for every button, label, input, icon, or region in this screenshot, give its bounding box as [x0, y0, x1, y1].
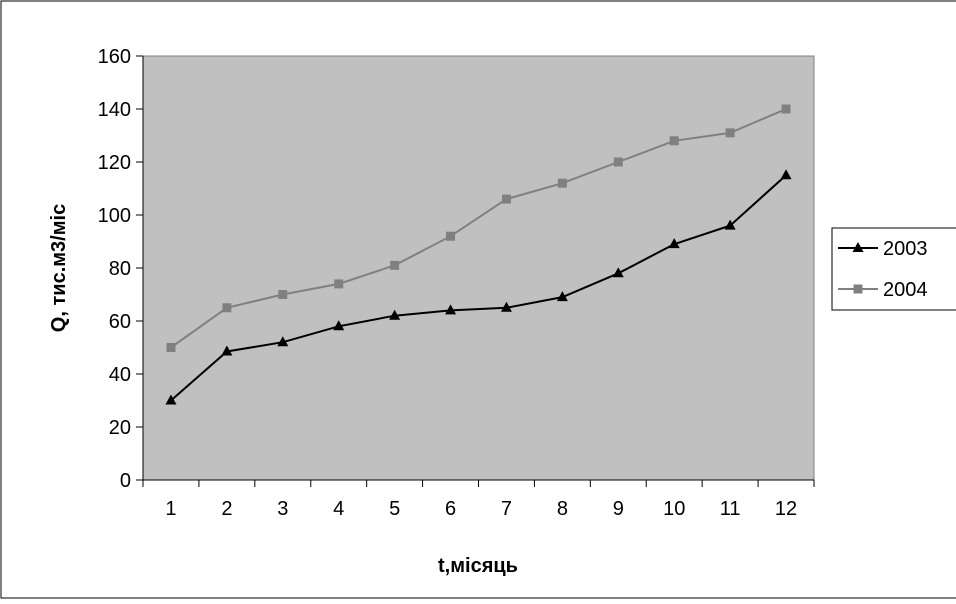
x-tick-label: 9 [613, 498, 624, 520]
data-point-2003 [165, 394, 177, 405]
legend-box [831, 227, 956, 311]
legend-label-2003: 2003 [883, 238, 928, 260]
x-tick-label: 2 [221, 498, 232, 520]
y-axis-label: Q, тис.м3/міс [48, 204, 70, 332]
data-point-2004 [725, 128, 735, 138]
data-point-2003 [277, 336, 289, 347]
data-point-2004 [669, 136, 679, 146]
y-tick-label: 100 [98, 205, 131, 227]
x-tick-label: 10 [663, 498, 685, 520]
data-point-2003 [780, 169, 792, 180]
legend-marker-2004 [853, 284, 863, 294]
data-point-2003 [724, 219, 736, 230]
data-point-2004 [334, 279, 344, 289]
series-line-2003 [170, 174, 787, 402]
data-point-2003 [500, 301, 512, 312]
series-line-2004 [170, 108, 787, 349]
x-axis-label: t,місяць [438, 555, 518, 577]
data-point-2004 [166, 343, 176, 352]
data-point-2003 [221, 345, 233, 356]
data-point-2004 [613, 157, 623, 167]
data-point-2003 [445, 304, 457, 315]
x-tick-label: 6 [445, 498, 456, 520]
x-tick-label: 7 [501, 498, 512, 520]
y-tick-label: 40 [109, 364, 131, 386]
data-point-2004 [781, 104, 791, 114]
legend: 2003 2004 [831, 227, 956, 311]
data-point-2003 [668, 238, 680, 249]
x-tick-label: 4 [333, 498, 344, 520]
legend-label-2004: 2004 [883, 279, 928, 301]
y-tick-label: 120 [98, 152, 131, 174]
data-point-2003 [556, 291, 568, 302]
data-point-2004 [557, 178, 567, 188]
y-tick-label: 160 [98, 46, 131, 68]
y-tick-label: 80 [109, 258, 131, 280]
data-point-2003 [333, 320, 345, 331]
data-point-2003 [389, 309, 401, 320]
y-tick-label: 20 [109, 417, 131, 439]
data-point-2004 [446, 231, 456, 241]
y-tick-label: 0 [120, 470, 131, 492]
data-point-2004 [278, 290, 288, 299]
legend-marker-2003 [852, 242, 864, 252]
y-tick-label: 140 [98, 99, 131, 121]
x-tick-label: 11 [720, 498, 741, 520]
data-point-2003 [612, 267, 624, 278]
x-tick-label: 8 [557, 498, 568, 520]
x-tick-label: 3 [277, 498, 288, 520]
data-point-2004 [222, 303, 232, 313]
x-tick-label: 1 [165, 498, 176, 520]
x-tick-label: 12 [775, 498, 797, 520]
data-point-2004 [501, 194, 511, 204]
x-tick-label: 5 [389, 498, 400, 520]
plot-area [142, 55, 815, 481]
y-tick-label: 60 [109, 311, 131, 333]
data-point-2004 [390, 260, 400, 270]
